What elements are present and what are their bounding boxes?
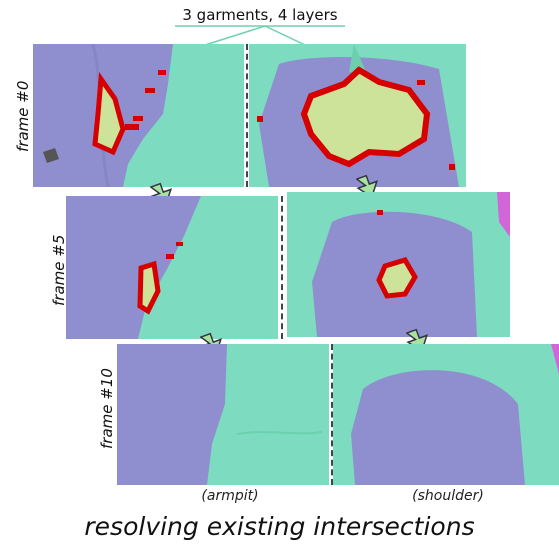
arrow-down-icon: [356, 174, 379, 199]
title-bracket: [175, 25, 345, 46]
region-label-armpit: (armpit): [201, 488, 259, 504]
panel-frame0-armpit: [33, 44, 244, 187]
panel-frame5-shoulder: [287, 192, 510, 337]
separator-row3: [331, 344, 333, 485]
figure-title: 3 garments, 4 layers: [182, 6, 338, 24]
region-label-shoulder: (shoulder): [412, 488, 484, 504]
panel-frame5-armpit: [66, 196, 278, 339]
panel-frame10-shoulder: [333, 344, 559, 485]
panel-frame0-shoulder: [249, 44, 466, 187]
separator-row2: [281, 196, 283, 339]
frame-label-0: frame #0: [14, 80, 32, 152]
figure-caption: resolving existing intersections: [84, 512, 475, 541]
frame-label-10: frame #10: [98, 368, 116, 449]
panel-frame10-armpit: [117, 344, 329, 485]
separator-row1: [246, 44, 248, 187]
